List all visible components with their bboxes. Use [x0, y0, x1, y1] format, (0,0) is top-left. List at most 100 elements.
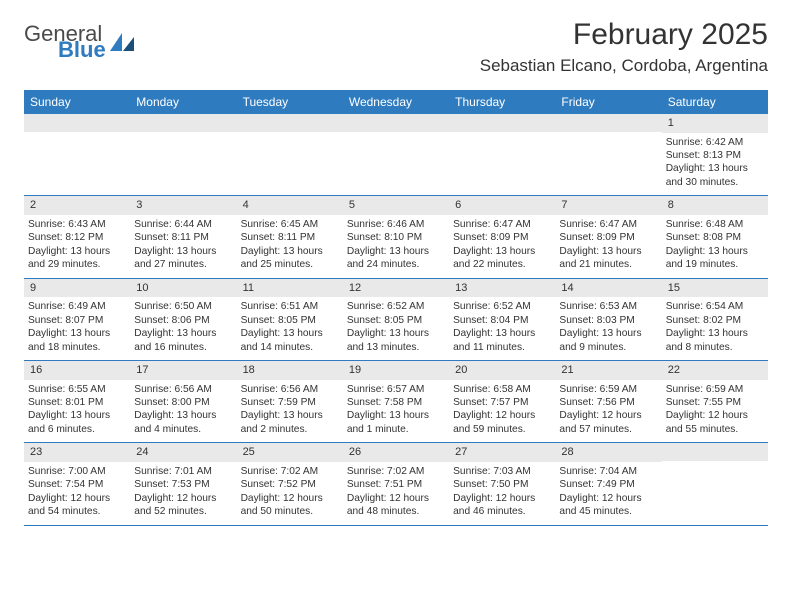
- sunrise-text: Sunrise: 7:00 AM: [28, 465, 126, 478]
- day-cell: 23 Sunrise: 7:00 AMSunset: 7:54 PMDayligh…: [24, 443, 130, 524]
- daylight-text: Daylight: 13 hours and 8 minutes.: [666, 327, 764, 354]
- day-number: 17: [130, 361, 236, 380]
- day-cell: 24Sunrise: 7:01 AMSunset: 7:53 PMDayligh…: [130, 443, 236, 524]
- day-cell: 3Sunrise: 6:44 AMSunset: 8:11 PMDaylight…: [130, 196, 236, 277]
- empty-cell: [343, 114, 449, 195]
- sunrise-text: Sunrise: 6:45 AM: [241, 218, 339, 231]
- sunset-text: Sunset: 7:56 PM: [559, 396, 657, 409]
- day-number: 28: [555, 443, 661, 462]
- week-row: 1Sunrise: 6:42 AMSunset: 8:13 PMDaylight…: [24, 114, 768, 195]
- day-cell: 7Sunrise: 6:47 AMSunset: 8:09 PMDaylight…: [555, 196, 661, 277]
- day-number: 12: [343, 279, 449, 298]
- day-cell: 17Sunrise: 6:56 AMSunset: 8:00 PMDayligh…: [130, 361, 236, 442]
- day-cell: 2Sunrise: 6:43 AMSunset: 8:12 PMDaylight…: [24, 196, 130, 277]
- weekday-monday: Monday: [130, 90, 236, 114]
- daylight-text: Daylight: 13 hours and 25 minutes.: [241, 245, 339, 272]
- day-cell: 6Sunrise: 6:47 AMSunset: 8:09 PMDaylight…: [449, 196, 555, 277]
- day-number: 4: [237, 196, 343, 215]
- weekday-tuesday: Tuesday: [237, 90, 343, 114]
- day-number: [555, 114, 661, 132]
- sunrise-text: Sunrise: 6:50 AM: [134, 300, 232, 313]
- sunrise-text: Sunrise: 6:57 AM: [347, 383, 445, 396]
- day-cell: 21Sunrise: 6:59 AMSunset: 7:56 PMDayligh…: [555, 361, 661, 442]
- week-row: 2Sunrise: 6:43 AMSunset: 8:12 PMDaylight…: [24, 195, 768, 277]
- sunset-text: Sunset: 8:06 PM: [134, 314, 232, 327]
- header: General Blue February 2025 Sebastian Elc…: [24, 18, 768, 76]
- day-number: 16: [24, 361, 130, 380]
- daylight-text: Daylight: 13 hours and 1 minute.: [347, 409, 445, 436]
- sunset-text: Sunset: 7:50 PM: [453, 478, 551, 491]
- weekday-friday: Friday: [555, 90, 661, 114]
- brand-blue: Blue: [58, 40, 106, 60]
- daylight-text: Daylight: 13 hours and 6 minutes.: [28, 409, 126, 436]
- day-number: 7: [555, 196, 661, 215]
- sunset-text: Sunset: 8:12 PM: [28, 231, 126, 244]
- daylight-text: Daylight: 12 hours and 45 minutes.: [559, 492, 657, 519]
- day-number: 23: [24, 443, 130, 462]
- day-number: [343, 114, 449, 132]
- sunrise-text: Sunrise: 6:59 AM: [559, 383, 657, 396]
- empty-cell: [662, 443, 768, 524]
- sail-icon: [110, 33, 134, 51]
- sunset-text: Sunset: 7:52 PM: [241, 478, 339, 491]
- daylight-text: Daylight: 13 hours and 27 minutes.: [134, 245, 232, 272]
- sunset-text: Sunset: 8:11 PM: [134, 231, 232, 244]
- day-number: 13: [449, 279, 555, 298]
- sunset-text: Sunset: 7:54 PM: [28, 478, 126, 491]
- sunrise-text: Sunrise: 6:49 AM: [28, 300, 126, 313]
- daylight-text: Daylight: 13 hours and 4 minutes.: [134, 409, 232, 436]
- day-cell: 1Sunrise: 6:42 AMSunset: 8:13 PMDaylight…: [662, 114, 768, 195]
- day-cell: 13Sunrise: 6:52 AMSunset: 8:04 PMDayligh…: [449, 279, 555, 360]
- day-cell: 19Sunrise: 6:57 AMSunset: 7:58 PMDayligh…: [343, 361, 449, 442]
- day-number: 27: [449, 443, 555, 462]
- sunrise-text: Sunrise: 7:02 AM: [241, 465, 339, 478]
- weekday-saturday: Saturday: [662, 90, 768, 114]
- day-cell: 14Sunrise: 6:53 AMSunset: 8:03 PMDayligh…: [555, 279, 661, 360]
- day-cell: 28Sunrise: 7:04 AMSunset: 7:49 PMDayligh…: [555, 443, 661, 524]
- sunrise-text: Sunrise: 6:59 AM: [666, 383, 764, 396]
- daylight-text: Daylight: 13 hours and 22 minutes.: [453, 245, 551, 272]
- day-number: 21: [555, 361, 661, 380]
- sunset-text: Sunset: 8:03 PM: [559, 314, 657, 327]
- daylight-text: Daylight: 13 hours and 13 minutes.: [347, 327, 445, 354]
- day-cell: 22 Sunrise: 6:59 AMSunset: 7:55 PMDayligh…: [662, 361, 768, 442]
- sunset-text: Sunset: 7:55 PM: [666, 396, 764, 409]
- day-number: 2: [24, 196, 130, 215]
- sunrise-text: Sunrise: 6:52 AM: [453, 300, 551, 313]
- day-number: 8: [662, 196, 768, 215]
- sunrise-text: Sunrise: 6:53 AM: [559, 300, 657, 313]
- empty-cell: [449, 114, 555, 195]
- day-number: 11: [237, 279, 343, 298]
- sunset-text: Sunset: 8:09 PM: [453, 231, 551, 244]
- day-cell: 8Sunrise: 6:48 AMSunset: 8:08 PMDaylight…: [662, 196, 768, 277]
- day-number: 1: [662, 114, 768, 133]
- day-number: 14: [555, 279, 661, 298]
- day-number: [24, 114, 130, 132]
- daylight-text: Daylight: 12 hours and 52 minutes.: [134, 492, 232, 519]
- daylight-text: Daylight: 13 hours and 30 minutes.: [666, 162, 764, 189]
- day-cell: 15Sunrise: 6:54 AMSunset: 8:02 PMDayligh…: [662, 279, 768, 360]
- week-row: 16Sunrise: 6:55 AMSunset: 8:01 PMDayligh…: [24, 360, 768, 442]
- day-cell: 4Sunrise: 6:45 AMSunset: 8:11 PMDaylight…: [237, 196, 343, 277]
- day-number: 10: [130, 279, 236, 298]
- sunset-text: Sunset: 8:08 PM: [666, 231, 764, 244]
- sunrise-text: Sunrise: 6:42 AM: [666, 136, 764, 149]
- sunset-text: Sunset: 7:59 PM: [241, 396, 339, 409]
- daylight-text: Daylight: 12 hours and 54 minutes.: [28, 492, 126, 519]
- sunset-text: Sunset: 8:00 PM: [134, 396, 232, 409]
- day-cell: 27Sunrise: 7:03 AMSunset: 7:50 PMDayligh…: [449, 443, 555, 524]
- daylight-text: Daylight: 12 hours and 50 minutes.: [241, 492, 339, 519]
- day-cell: 26Sunrise: 7:02 AMSunset: 7:51 PMDayligh…: [343, 443, 449, 524]
- sunrise-text: Sunrise: 6:56 AM: [241, 383, 339, 396]
- sunrise-text: Sunrise: 6:51 AM: [241, 300, 339, 313]
- daylight-text: Daylight: 12 hours and 55 minutes.: [666, 409, 764, 436]
- day-number: 20: [449, 361, 555, 380]
- sunrise-text: Sunrise: 6:54 AM: [666, 300, 764, 313]
- day-number: 24: [130, 443, 236, 462]
- daylight-text: Daylight: 12 hours and 59 minutes.: [453, 409, 551, 436]
- day-cell: 16Sunrise: 6:55 AMSunset: 8:01 PMDayligh…: [24, 361, 130, 442]
- day-cell: 12Sunrise: 6:52 AMSunset: 8:05 PMDayligh…: [343, 279, 449, 360]
- sunset-text: Sunset: 7:53 PM: [134, 478, 232, 491]
- calendar: Sunday Monday Tuesday Wednesday Thursday…: [24, 90, 768, 526]
- day-number: 22: [662, 361, 768, 380]
